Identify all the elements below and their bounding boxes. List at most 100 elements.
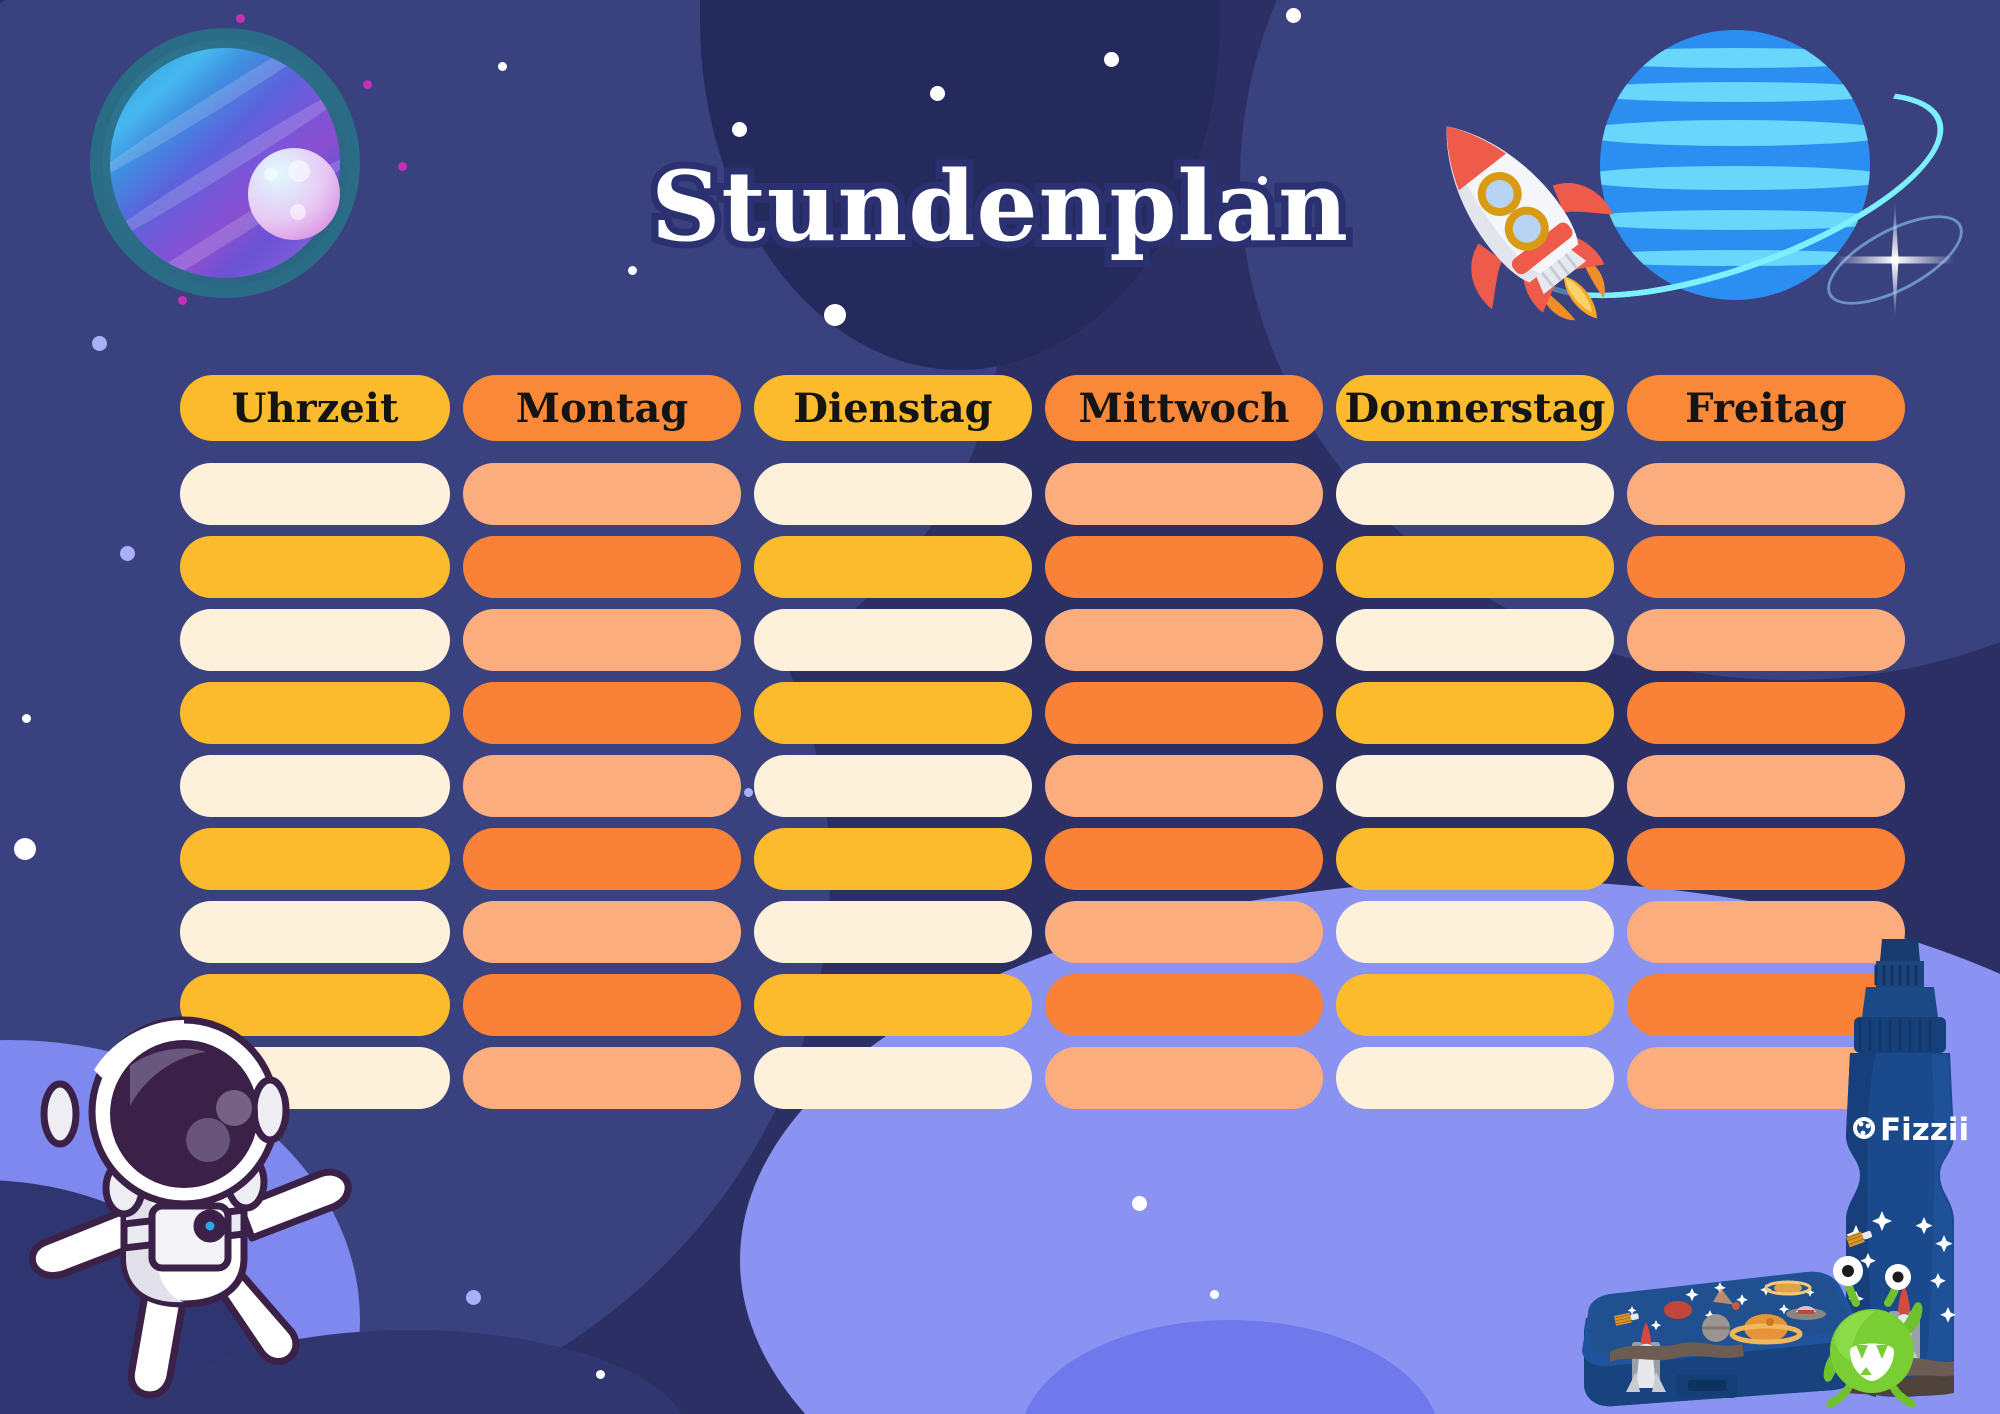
column-header-mittwoch[interactable]: Mittwoch [1045,375,1323,441]
lesson-cell[interactable] [754,901,1032,963]
lesson-cell[interactable] [754,682,1032,744]
lesson-cell[interactable] [1627,828,1905,890]
lesson-cell[interactable] [1627,755,1905,817]
lesson-cell[interactable] [1045,901,1323,963]
star-icon [1210,1290,1219,1299]
star-icon [596,1370,605,1379]
column-header-freitag[interactable]: Freitag [1627,375,1905,441]
star-icon [498,62,507,71]
lesson-cell[interactable] [1627,901,1905,963]
lesson-cell[interactable] [754,536,1032,598]
lesson-cell[interactable] [1045,755,1323,817]
rocket-icon [1395,95,1645,345]
star-icon [466,1290,481,1305]
star-icon [824,304,846,326]
lesson-cell[interactable] [1336,755,1614,817]
alien-icon [1820,1255,1925,1410]
page-title: Stundenplan [644,143,1355,270]
star-icon [363,80,372,89]
lesson-cell[interactable] [1336,609,1614,671]
time-cell[interactable] [180,901,450,963]
lesson-cell[interactable] [754,755,1032,817]
timetable-row [180,1047,1905,1109]
star-icon [732,122,747,137]
time-cell[interactable] [180,463,450,525]
star-icon [628,266,637,275]
lesson-cell[interactable] [1045,536,1323,598]
star-icon [1132,1196,1147,1211]
star-icon [92,336,107,351]
star-icon [22,714,31,723]
lesson-cell[interactable] [1627,609,1905,671]
star-icon [398,162,407,171]
lesson-cell[interactable] [754,974,1032,1036]
lesson-cell[interactable] [1045,682,1323,744]
pink-moon-icon [248,148,340,240]
time-cell[interactable] [180,609,450,671]
lesson-cell[interactable] [463,536,741,598]
timetable-row [180,463,1905,525]
lesson-cell[interactable] [1336,828,1614,890]
timetable-row [180,536,1905,598]
timetable-row [180,974,1905,1036]
star-icon [1104,52,1119,67]
lesson-cell[interactable] [463,828,741,890]
lesson-cell[interactable] [1336,682,1614,744]
column-header-montag[interactable]: Montag [463,375,741,441]
page-title-wrapper: Stundenplan [0,143,2000,270]
timetable-row [180,682,1905,744]
timetable-row [180,901,1905,963]
star-icon [178,296,187,305]
lesson-cell[interactable] [754,609,1032,671]
lesson-cell[interactable] [1336,536,1614,598]
star-icon [1258,176,1267,185]
striped-blue-ringed-planet-icon [1600,30,1870,300]
lunch-box-icon [1570,1210,1870,1410]
bottle-brand-label: Fizzii [1880,1112,1969,1148]
time-cell[interactable] [180,682,450,744]
lesson-cell[interactable] [1336,1047,1614,1109]
astronaut-icon [8,1010,358,1410]
time-cell[interactable] [180,828,450,890]
timetable-row [180,755,1905,817]
lesson-cell[interactable] [1045,1047,1323,1109]
timetable-row [180,828,1905,890]
lesson-cell[interactable] [1627,463,1905,525]
lesson-cell[interactable] [463,463,741,525]
lesson-cell[interactable] [1045,463,1323,525]
lesson-cell[interactable] [1045,828,1323,890]
timetable-body [180,463,1905,1109]
star-icon [1286,8,1301,23]
lesson-cell[interactable] [1336,901,1614,963]
lesson-cell[interactable] [1045,609,1323,671]
star-icon [236,14,245,23]
column-header-dienstag[interactable]: Dienstag [754,375,1032,441]
lesson-cell[interactable] [463,901,741,963]
star-icon [14,838,36,860]
lesson-cell[interactable] [1045,974,1323,1036]
lesson-cell[interactable] [463,1047,741,1109]
time-cell[interactable] [180,755,450,817]
star-icon [744,788,753,797]
lesson-cell[interactable] [463,974,741,1036]
timetable-header-row: Uhrzeit Montag Dienstag Mittwoch Donners… [180,375,1905,441]
lesson-cell[interactable] [463,609,741,671]
lesson-cell[interactable] [754,1047,1032,1109]
lesson-cell[interactable] [463,755,741,817]
lesson-cell[interactable] [463,682,741,744]
column-header-donnerstag[interactable]: Donnerstag [1336,375,1614,441]
star-icon [930,86,945,101]
time-cell[interactable] [180,974,450,1036]
lesson-cell[interactable] [1627,682,1905,744]
timetable-row [180,609,1905,671]
timetable: Uhrzeit Montag Dienstag Mittwoch Donners… [180,375,1905,1109]
time-cell[interactable] [180,536,450,598]
star-icon [120,546,135,561]
lesson-cell[interactable] [1627,536,1905,598]
column-header-uhrzeit[interactable]: Uhrzeit [180,375,450,441]
lesson-cell[interactable] [754,828,1032,890]
lesson-cell[interactable] [754,463,1032,525]
lesson-cell[interactable] [1336,974,1614,1036]
lesson-cell[interactable] [1336,463,1614,525]
